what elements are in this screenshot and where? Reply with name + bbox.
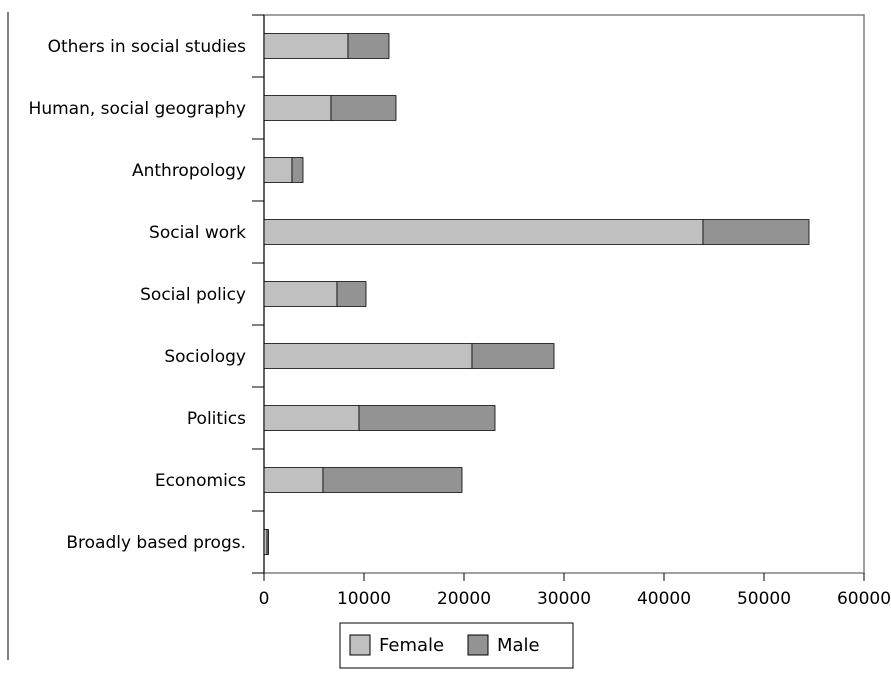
legend-swatch-female xyxy=(349,634,371,656)
bar-male-1 xyxy=(322,467,463,493)
x-tick-label: 10000 xyxy=(337,589,391,609)
x-tick-label: 50000 xyxy=(737,589,791,609)
legend-swatch-male xyxy=(467,634,489,656)
x-tick-label: 30000 xyxy=(537,589,591,609)
bar-male-4 xyxy=(336,281,367,307)
bar-male-5 xyxy=(702,219,810,245)
category-label: Human, social geography xyxy=(29,99,246,119)
bar-female-7 xyxy=(263,95,332,121)
legend-label-female: Female xyxy=(379,635,444,656)
category-label: Others in social studies xyxy=(48,37,247,57)
x-tick-labels: 0 10000 20000 30000 40000 50000 60000 xyxy=(259,589,891,609)
bar-male-3 xyxy=(471,343,555,369)
category-label: Social policy xyxy=(140,285,246,305)
category-label: Sociology xyxy=(164,347,246,367)
category-label: Broadly based progs. xyxy=(66,533,246,553)
x-tick-label: 40000 xyxy=(637,589,691,609)
bar-female-3 xyxy=(263,343,473,369)
category-label: Anthropology xyxy=(132,161,246,181)
legend-box xyxy=(339,622,574,669)
bar-female-4 xyxy=(263,281,338,307)
y-axis-ticks xyxy=(252,14,264,574)
category-label: Economics xyxy=(155,471,246,491)
bar-female-2 xyxy=(263,405,360,431)
bar-male-0 xyxy=(266,529,269,555)
x-tick-label: 60000 xyxy=(837,589,891,609)
bar-male-8 xyxy=(347,33,390,59)
bar-female-8 xyxy=(263,33,349,59)
bar-female-6 xyxy=(263,157,293,183)
x-tick-label: 0 xyxy=(259,589,270,609)
x-tick-label: 20000 xyxy=(437,589,491,609)
legend-label-male: Male xyxy=(497,635,540,656)
legend: Female Male xyxy=(339,622,574,669)
category-labels: Broadly based progs. Economics Politics Soc… xyxy=(29,37,247,553)
bar-male-7 xyxy=(330,95,397,121)
category-label: Social work xyxy=(149,223,246,243)
x-axis-ticks xyxy=(263,573,865,581)
bar-female-1 xyxy=(263,467,324,493)
category-label: Politics xyxy=(187,409,246,429)
bars-group xyxy=(263,33,810,555)
bar-female-5 xyxy=(263,219,704,245)
bar-male-6 xyxy=(291,157,304,183)
bar-male-2 xyxy=(358,405,496,431)
